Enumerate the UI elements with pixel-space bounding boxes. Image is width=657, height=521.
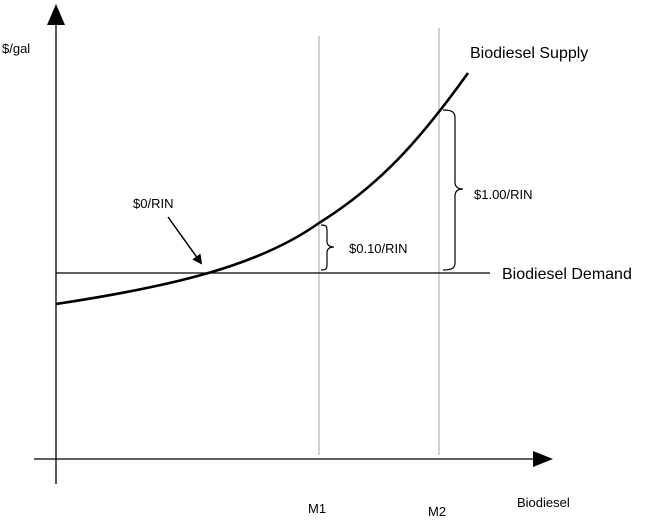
rin-at-m2-label: $1.00/RIN bbox=[474, 187, 533, 202]
m1-label: M1 bbox=[308, 501, 326, 516]
x-axis-label: Biodiesel bbox=[517, 495, 570, 510]
m2-label: M2 bbox=[428, 504, 446, 519]
demand-curve-label: Biodiesel Demand bbox=[502, 266, 632, 283]
y-axis-label: $/gal bbox=[2, 41, 30, 56]
biodiesel-supply-curve bbox=[55, 72, 470, 306]
zero-rin-arrow bbox=[167, 216, 203, 265]
y-axis-arrowhead bbox=[47, 4, 65, 25]
zero-rin-label: $0/RIN bbox=[133, 196, 173, 211]
rin-at-m1-label: $0.10/RIN bbox=[349, 241, 408, 256]
rin-brace-m2 bbox=[442, 109, 464, 271]
x-axis-arrowhead bbox=[533, 451, 553, 467]
supply-curve-label: Biodiesel Supply bbox=[470, 45, 588, 62]
rin-brace-m1 bbox=[320, 224, 335, 271]
